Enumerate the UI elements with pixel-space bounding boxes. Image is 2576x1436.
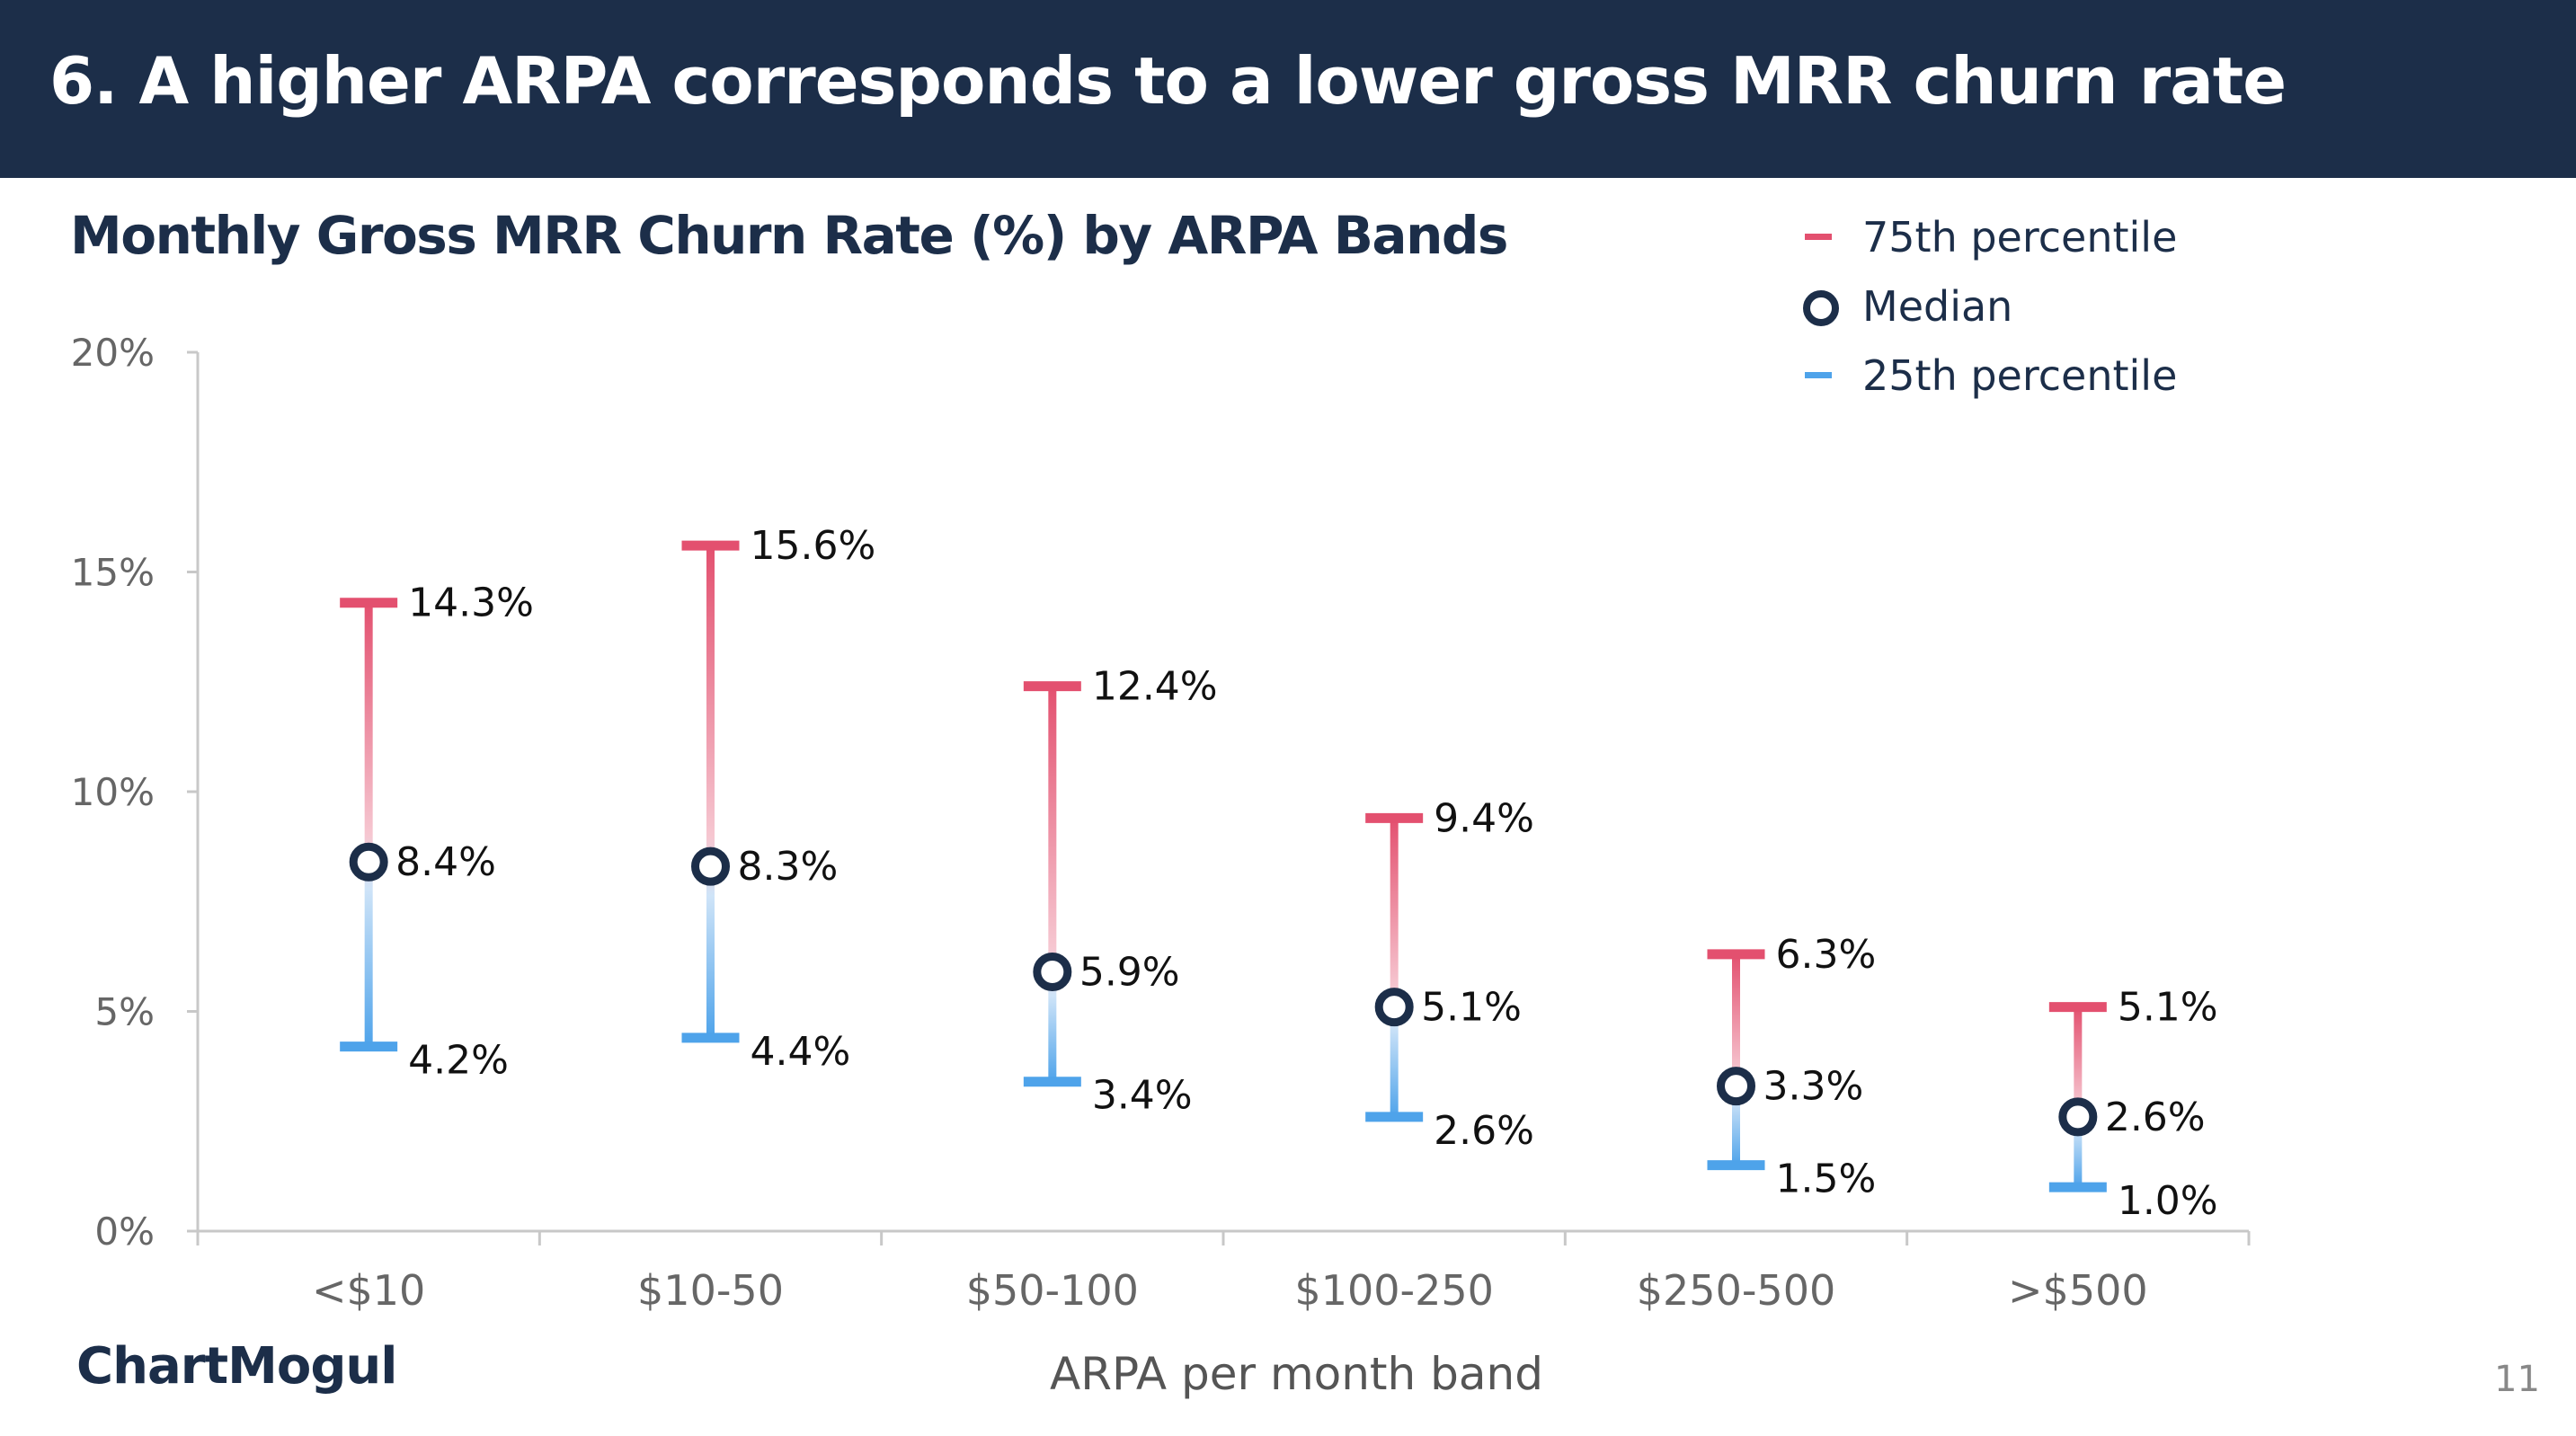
x-tick-label: $250-500	[1637, 1266, 1835, 1315]
y-tick-label: 20%	[71, 331, 155, 375]
median-data-label: 5.9%	[1079, 949, 1180, 995]
p25-data-label: 3.4%	[1092, 1073, 1193, 1119]
median-marker	[2058, 1097, 2098, 1137]
p25-data-label: 4.4%	[751, 1029, 851, 1075]
p75-swatch-icon	[1798, 216, 1841, 259]
legend-label-median: Median	[1862, 281, 2013, 331]
median-marker	[691, 847, 730, 886]
p75-data-label: 14.3%	[408, 581, 534, 626]
median-marker	[1374, 988, 1414, 1027]
median-data-label: 3.3%	[1763, 1064, 1864, 1110]
legend-item-p25: 25th percentile	[1798, 341, 2177, 410]
p25-swatch-icon	[1798, 354, 1841, 397]
y-tick-label: 15%	[71, 551, 155, 595]
chart-title: Monthly Gross MRR Churn Rate (%) by ARPA…	[70, 205, 1508, 266]
x-tick-label: $50-100	[966, 1266, 1139, 1315]
slide-title: 6. A higher ARPA corresponds to a lower …	[49, 43, 2287, 119]
x-tick-label: <$10	[312, 1266, 425, 1315]
median-marker	[349, 842, 388, 882]
header-bar: 6. A higher ARPA corresponds to a lower …	[0, 0, 2576, 178]
x-tick-label: $100-250	[1294, 1266, 1493, 1315]
p25-data-label: 1.0%	[2118, 1178, 2218, 1224]
p75-data-label: 5.1%	[2118, 985, 2218, 1031]
page-number: 11	[2494, 1359, 2540, 1400]
y-tick-label: 10%	[71, 770, 155, 814]
legend-item-p75: 75th percentile	[1798, 202, 2177, 271]
median-marker	[1717, 1067, 1755, 1106]
x-axis-title: ARPA per month band	[1050, 1348, 1543, 1400]
x-tick-label: $10-50	[637, 1266, 784, 1315]
legend-label-p25: 25th percentile	[1862, 350, 2178, 400]
p25-data-label: 4.2%	[408, 1038, 509, 1084]
median-data-label: 8.4%	[395, 839, 496, 885]
x-tick-label: >$500	[2008, 1266, 2148, 1315]
median-marker-icon	[1798, 285, 1841, 328]
y-tick-label: 5%	[94, 990, 155, 1034]
p75-data-label: 6.3%	[1776, 932, 1877, 978]
p75-data-label: 9.4%	[1434, 795, 1534, 841]
p25-data-label: 2.6%	[1434, 1108, 1534, 1154]
p75-data-label: 15.6%	[751, 523, 876, 569]
p75-data-label: 12.4%	[1092, 664, 1218, 710]
legend-label-p75: 75th percentile	[1862, 212, 2178, 261]
median-data-label: 2.6%	[2105, 1095, 2206, 1140]
legend: 75th percentile Median 25th percentile	[1798, 202, 2177, 410]
legend-item-median: Median	[1798, 271, 2177, 341]
p25-data-label: 1.5%	[1776, 1157, 1877, 1202]
median-data-label: 8.3%	[738, 844, 839, 890]
brand-logo: ChartMogul	[76, 1337, 397, 1396]
median-marker	[1033, 952, 1072, 991]
y-tick-label: 0%	[94, 1210, 155, 1254]
median-data-label: 5.1%	[1421, 985, 1522, 1031]
